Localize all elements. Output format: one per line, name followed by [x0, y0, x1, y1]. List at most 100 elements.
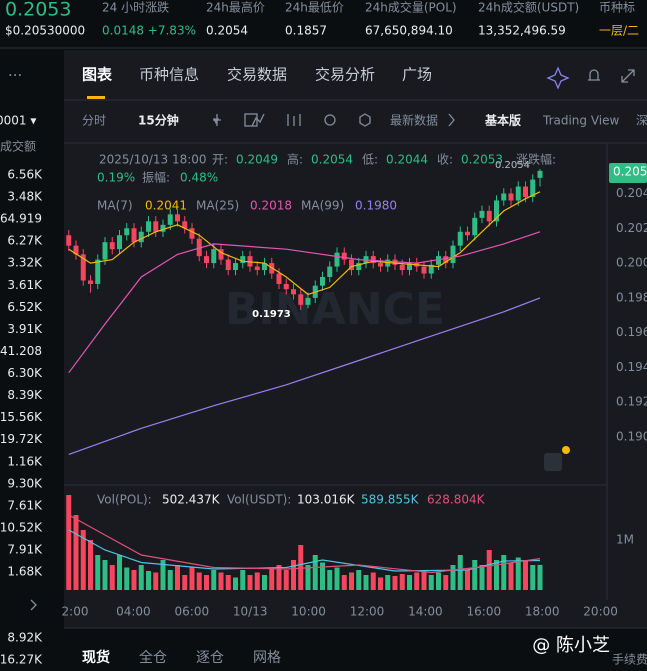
- ai-icon[interactable]: [546, 66, 570, 90]
- book-value: 64.919: [0, 212, 42, 226]
- icon: [244, 113, 258, 127]
- candle-body: [298, 294, 304, 305]
- bottom-tab[interactable]: 网格: [253, 650, 281, 666]
- y-tick-label: 0.192: [616, 395, 647, 409]
- info-value: 0.2053: [461, 153, 503, 167]
- volume-bar: [501, 555, 507, 590]
- info-datetime: 2025/10/13 18:00: [99, 153, 207, 167]
- volume-bar: [363, 575, 369, 590]
- tab[interactable]: 交易分析: [315, 66, 375, 84]
- volume-bar: [117, 555, 122, 590]
- book-value: 3.61K: [7, 278, 43, 292]
- vol-tick-label: 1M: [616, 533, 634, 547]
- stat-value: 67,650,894.10: [365, 24, 453, 38]
- book-value: 41.208: [0, 344, 42, 358]
- book-value: 6.27K: [7, 234, 43, 248]
- toolbar-time[interactable]: 分时: [82, 114, 106, 128]
- info-label: 涨跌幅:: [516, 152, 556, 167]
- volume-bar: [436, 572, 441, 590]
- candle-body: [450, 245, 456, 264]
- volume-bar: [240, 570, 246, 590]
- candle-body: [88, 280, 93, 284]
- info-value: 0.48%: [180, 171, 218, 185]
- more[interactable]: ···: [8, 67, 22, 85]
- volume-bar: [225, 575, 231, 590]
- volume-bar: [450, 565, 456, 590]
- volume-bar: [247, 575, 253, 590]
- y-tick-label: 0.194: [616, 360, 647, 374]
- bottom-tab[interactable]: 现货: [82, 649, 110, 666]
- stat-value: 0.0148 +7.83%: [102, 24, 196, 38]
- info-label: 开:: [212, 153, 228, 167]
- vol-ma-line: [68, 529, 541, 572]
- candle-body: [146, 221, 151, 232]
- ma-value: 0.1980: [355, 199, 397, 213]
- bottom-tab[interactable]: 逐仓: [196, 650, 224, 666]
- volume-bar: [530, 565, 536, 590]
- candle-body: [124, 228, 130, 236]
- book-value: 6.30K: [7, 366, 43, 380]
- price-usd: $0.20530000: [5, 24, 85, 38]
- high-label: 0.2054: [495, 160, 530, 171]
- ma-line: [68, 297, 541, 455]
- stat-label: 24h成交额(USDT): [478, 0, 579, 15]
- chart-panel: [64, 50, 647, 628]
- tab[interactable]: 图表: [82, 66, 113, 84]
- x-tick-label: 12:00: [350, 605, 385, 619]
- candle-body: [80, 254, 86, 281]
- toolbar-depth[interactable]: 深: [636, 114, 647, 128]
- x-tick-label: 04:00: [116, 605, 151, 619]
- toolbar-tv[interactable]: Trading View: [542, 114, 620, 128]
- candle-body: [189, 228, 195, 239]
- volume-bar: [465, 570, 470, 590]
- candle-body: [160, 224, 166, 232]
- candle-body: [443, 256, 449, 264]
- bottom-tab[interactable]: 全仓: [139, 649, 167, 666]
- volume-bar: [254, 572, 260, 590]
- volume-bar: [80, 530, 86, 590]
- volume-bar: [73, 515, 79, 590]
- arrow[interactable]: [30, 599, 37, 611]
- volume-bar: [472, 560, 478, 590]
- tab-underline: [87, 96, 105, 99]
- candle-body: [182, 221, 188, 229]
- candle-body: [378, 263, 383, 267]
- tab[interactable]: 交易数据: [227, 66, 287, 84]
- tab[interactable]: 广场: [402, 66, 432, 84]
- icon: [251, 113, 265, 127]
- book-value: 6.56K: [7, 168, 43, 182]
- candle-body: [523, 186, 528, 197]
- y-tick-label: 0.190: [616, 430, 647, 444]
- expand-icon[interactable]: [621, 69, 635, 83]
- candle-body: [131, 228, 137, 243]
- widget-icon[interactable]: [544, 453, 562, 471]
- volume-bar: [479, 565, 485, 590]
- candle-body: [196, 238, 202, 257]
- volume-bar: [66, 495, 72, 590]
- candle-body: [479, 210, 485, 218]
- volume-bar: [349, 572, 354, 590]
- toolbar-interval[interactable]: 15分钟: [138, 113, 179, 128]
- toolbar-basic[interactable]: 基本版: [484, 113, 521, 128]
- candle-body: [457, 231, 463, 246]
- volume-bar: [356, 570, 362, 590]
- volume-bar: [189, 567, 195, 590]
- candle-body: [102, 242, 108, 260]
- book-value: 10.52K: [0, 520, 43, 534]
- volume-bar: [95, 555, 101, 590]
- volume-bar: [291, 560, 296, 590]
- candle-body: [204, 256, 209, 264]
- bell-icon[interactable]: [588, 69, 600, 81]
- tab[interactable]: 币种信息: [139, 66, 199, 84]
- watermark: BINANCE: [225, 284, 445, 335]
- stat-label: 24 小时涨跌: [102, 0, 169, 15]
- precision[interactable]: 0001 ▾: [0, 114, 36, 128]
- toolbar-latest[interactable]: 最新数据: [390, 113, 438, 128]
- ma-name: MA(7): [97, 199, 133, 213]
- volume-bar: [276, 565, 282, 590]
- ma-name: MA(99): [301, 199, 344, 213]
- x-tick-label: 2:00: [62, 605, 89, 619]
- candle-body: [73, 245, 79, 255]
- volume-bar: [124, 567, 130, 590]
- candle-body: [320, 276, 325, 286]
